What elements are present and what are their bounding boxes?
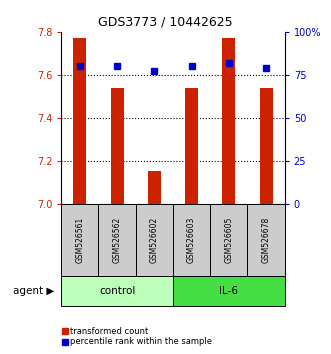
Text: GSM526603: GSM526603 xyxy=(187,217,196,263)
Text: agent ▶: agent ▶ xyxy=(13,286,55,296)
Text: GSM526605: GSM526605 xyxy=(224,217,233,263)
Bar xyxy=(247,204,285,276)
Text: GSM526678: GSM526678 xyxy=(261,217,270,263)
Bar xyxy=(173,204,210,276)
Text: GSM526602: GSM526602 xyxy=(150,217,159,263)
Text: IL-6: IL-6 xyxy=(219,286,238,296)
Bar xyxy=(98,204,136,276)
Legend: transformed count, percentile rank within the sample: transformed count, percentile rank withi… xyxy=(59,324,216,350)
Bar xyxy=(148,171,161,204)
Bar xyxy=(260,88,272,204)
Bar xyxy=(111,88,123,204)
Bar xyxy=(222,38,235,204)
Bar xyxy=(61,204,99,276)
Bar xyxy=(73,38,86,204)
Text: GSM526561: GSM526561 xyxy=(75,217,84,263)
Bar xyxy=(185,88,198,204)
Bar xyxy=(136,204,173,276)
Text: GSM526562: GSM526562 xyxy=(113,217,121,263)
Bar xyxy=(210,204,247,276)
Text: GDS3773 / 10442625: GDS3773 / 10442625 xyxy=(98,16,233,29)
Bar xyxy=(61,276,173,306)
Text: control: control xyxy=(99,286,135,296)
Bar xyxy=(173,276,285,306)
